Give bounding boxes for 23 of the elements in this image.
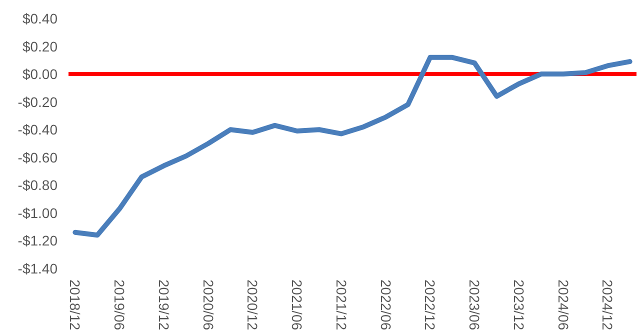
y-tick-label: -$0.60: [18, 149, 58, 166]
x-tick-label: 2018/12: [67, 280, 84, 330]
y-tick-label: -$0.80: [18, 177, 58, 194]
x-tick-label: 2020/12: [244, 280, 261, 330]
x-tick-label: 2021/12: [333, 280, 350, 330]
x-tick-label: 2019/12: [156, 280, 172, 330]
x-tick-label: 2022/06: [378, 280, 394, 330]
y-tick-label: -$1.40: [18, 260, 58, 276]
y-tick-label: $0.20: [22, 38, 58, 54]
y-tick-label: -$0.20: [18, 94, 58, 110]
y-tick-label: $0.00: [22, 66, 58, 82]
x-tick-label: 2021/06: [289, 280, 306, 330]
x-tick-label: 2024/12: [600, 280, 616, 330]
y-tick-label: -$1.00: [18, 204, 58, 221]
x-tick-label: 2023/12: [510, 280, 527, 330]
x-tick-label: 2022/12: [422, 280, 438, 330]
x-tick-label: 2023/06: [466, 280, 483, 330]
y-tick-label: -$0.40: [18, 122, 58, 138]
x-tick-label: 2020/06: [200, 280, 216, 330]
y-tick-label: -$1.20: [18, 232, 58, 249]
x-tick-label: 2019/06: [112, 280, 128, 330]
x-tick-label: 2024/06: [555, 280, 572, 330]
y-tick-label: $0.40: [22, 10, 58, 26]
